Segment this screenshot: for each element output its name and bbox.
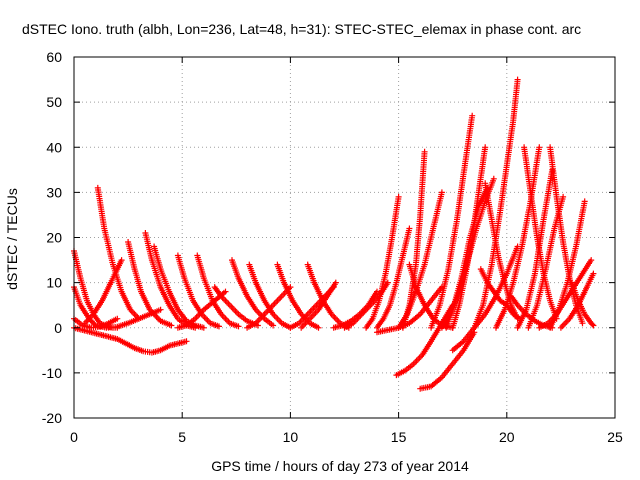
data-series — [363, 193, 402, 331]
x-tick-label: 5 — [178, 429, 186, 445]
data-point-markers — [363, 193, 402, 331]
y-tick-label: 20 — [46, 230, 62, 246]
data-point-markers — [399, 148, 428, 331]
data-series — [428, 112, 476, 331]
x-tick-label: 10 — [283, 429, 299, 445]
data-point-markers — [547, 198, 588, 331]
y-tick-label: 0 — [54, 320, 62, 336]
data-series — [244, 284, 294, 331]
data-point-markers — [125, 239, 175, 329]
data-point-markers — [229, 257, 277, 329]
data-series — [399, 148, 428, 331]
data-series — [514, 166, 556, 331]
x-tick-labels: 0 5 10 15 20 25 — [70, 429, 623, 445]
data-series — [482, 180, 521, 322]
x-tick-label: 15 — [391, 429, 407, 445]
x-axis-label: GPS time / hours of day 273 of year 2014 — [211, 458, 469, 474]
data-point-markers — [557, 270, 597, 331]
chart-title: dSTEC Iono. truth (albh, Lon=236, Lat=48… — [22, 21, 581, 37]
y-tick-label: 30 — [46, 184, 62, 200]
data-point-markers — [151, 243, 207, 331]
data-point-markers — [244, 284, 294, 331]
x-tick-label: 0 — [70, 429, 78, 445]
data-point-markers — [374, 225, 413, 331]
x-tick-label: 25 — [607, 429, 623, 445]
data-point-markers — [417, 329, 478, 392]
data-point-markers — [246, 261, 294, 331]
y-tick-label: 40 — [46, 139, 62, 155]
data-point-markers — [94, 184, 142, 322]
data-point-markers — [428, 112, 476, 331]
y-tick-label: 60 — [46, 49, 62, 65]
data-series — [547, 198, 588, 331]
grid — [74, 57, 615, 418]
data-series — [94, 184, 142, 322]
data-point-markers — [81, 257, 125, 327]
data-point-markers — [514, 166, 556, 331]
data-series — [229, 257, 277, 329]
data-series — [417, 329, 478, 392]
ticks — [73, 56, 616, 419]
data-point-markers — [482, 180, 521, 322]
data-series — [298, 279, 339, 331]
data-series — [151, 243, 207, 331]
data-series — [125, 239, 175, 329]
y-tick-labels: -20 -10 0 10 20 30 40 50 60 — [42, 49, 62, 426]
y-tick-label: 50 — [46, 94, 62, 110]
data-series — [374, 225, 413, 331]
data-series — [449, 144, 489, 331]
y-tick-label: -20 — [42, 410, 62, 426]
y-tick-label: 10 — [46, 275, 62, 291]
data-point-markers — [449, 144, 489, 331]
x-tick-label: 20 — [499, 429, 515, 445]
y-tick-label: -10 — [42, 365, 62, 381]
y-axis-label: dSTEC / TECUs — [4, 188, 20, 290]
data-marks — [71, 76, 597, 392]
data-series — [81, 257, 125, 327]
data-series — [557, 270, 597, 331]
data-point-markers — [298, 279, 339, 331]
data-series — [246, 261, 294, 331]
